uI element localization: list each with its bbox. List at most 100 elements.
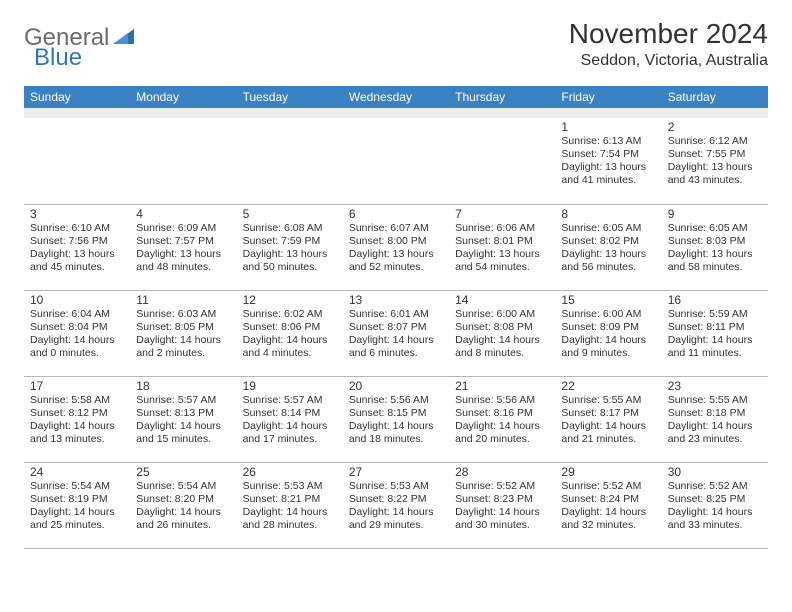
calendar-day-cell: 6Sunrise: 6:07 AMSunset: 8:00 PMDaylight… bbox=[343, 204, 449, 290]
daylight-line: Daylight: 13 hours and 54 minutes. bbox=[455, 248, 549, 274]
sunset-line: Sunset: 8:15 PM bbox=[349, 407, 443, 420]
dow-thursday: Thursday bbox=[449, 86, 555, 108]
day-number: 27 bbox=[349, 465, 443, 479]
sunset-line: Sunset: 8:17 PM bbox=[561, 407, 655, 420]
sunrise-line: Sunrise: 6:09 AM bbox=[136, 222, 230, 235]
daylight-line: Daylight: 14 hours and 33 minutes. bbox=[668, 506, 762, 532]
day-number: 19 bbox=[243, 379, 337, 393]
calendar-day-cell: 3Sunrise: 6:10 AMSunset: 7:56 PMDaylight… bbox=[24, 204, 130, 290]
calendar-empty-cell bbox=[24, 118, 130, 204]
day-number: 16 bbox=[668, 293, 762, 307]
sunrise-line: Sunrise: 6:07 AM bbox=[349, 222, 443, 235]
calendar-day-cell: 4Sunrise: 6:09 AMSunset: 7:57 PMDaylight… bbox=[130, 204, 236, 290]
day-number: 13 bbox=[349, 293, 443, 307]
calendar-empty-cell bbox=[343, 118, 449, 204]
day-number: 7 bbox=[455, 207, 549, 221]
day-number: 5 bbox=[243, 207, 337, 221]
calendar-day-cell: 23Sunrise: 5:55 AMSunset: 8:18 PMDayligh… bbox=[662, 376, 768, 462]
sunset-line: Sunset: 8:01 PM bbox=[455, 235, 549, 248]
calendar-day-cell: 17Sunrise: 5:58 AMSunset: 8:12 PMDayligh… bbox=[24, 376, 130, 462]
sunset-line: Sunset: 8:20 PM bbox=[136, 493, 230, 506]
daylight-line: Daylight: 14 hours and 9 minutes. bbox=[561, 334, 655, 360]
day-number: 18 bbox=[136, 379, 230, 393]
daylight-line: Daylight: 14 hours and 13 minutes. bbox=[30, 420, 124, 446]
calendar-day-cell: 1Sunrise: 6:13 AMSunset: 7:54 PMDaylight… bbox=[555, 118, 661, 204]
sunset-line: Sunset: 7:57 PM bbox=[136, 235, 230, 248]
sunrise-line: Sunrise: 6:02 AM bbox=[243, 308, 337, 321]
day-number: 23 bbox=[668, 379, 762, 393]
daylight-line: Daylight: 14 hours and 20 minutes. bbox=[455, 420, 549, 446]
sunset-line: Sunset: 8:25 PM bbox=[668, 493, 762, 506]
calendar-day-cell: 9Sunrise: 6:05 AMSunset: 8:03 PMDaylight… bbox=[662, 204, 768, 290]
calendar-day-cell: 27Sunrise: 5:53 AMSunset: 8:22 PMDayligh… bbox=[343, 462, 449, 548]
day-number: 21 bbox=[455, 379, 549, 393]
calendar-week-row: 10Sunrise: 6:04 AMSunset: 8:04 PMDayligh… bbox=[24, 290, 768, 376]
sunrise-line: Sunrise: 5:54 AM bbox=[136, 480, 230, 493]
sunrise-line: Sunrise: 5:52 AM bbox=[668, 480, 762, 493]
sunset-line: Sunset: 8:07 PM bbox=[349, 321, 443, 334]
daylight-line: Daylight: 14 hours and 15 minutes. bbox=[136, 420, 230, 446]
sunset-line: Sunset: 8:13 PM bbox=[136, 407, 230, 420]
sunset-line: Sunset: 8:03 PM bbox=[668, 235, 762, 248]
sunrise-line: Sunrise: 6:08 AM bbox=[243, 222, 337, 235]
daylight-line: Daylight: 14 hours and 17 minutes. bbox=[243, 420, 337, 446]
daylight-line: Daylight: 14 hours and 2 minutes. bbox=[136, 334, 230, 360]
daylight-line: Daylight: 13 hours and 48 minutes. bbox=[136, 248, 230, 274]
calendar-day-cell: 25Sunrise: 5:54 AMSunset: 8:20 PMDayligh… bbox=[130, 462, 236, 548]
sunset-line: Sunset: 8:02 PM bbox=[561, 235, 655, 248]
calendar-empty-cell bbox=[449, 118, 555, 204]
sunset-line: Sunset: 7:56 PM bbox=[30, 235, 124, 248]
sunset-line: Sunset: 8:08 PM bbox=[455, 321, 549, 334]
calendar-day-cell: 29Sunrise: 5:52 AMSunset: 8:24 PMDayligh… bbox=[555, 462, 661, 548]
calendar-day-cell: 7Sunrise: 6:06 AMSunset: 8:01 PMDaylight… bbox=[449, 204, 555, 290]
daylight-line: Daylight: 14 hours and 21 minutes. bbox=[561, 420, 655, 446]
calendar-week-row: 1Sunrise: 6:13 AMSunset: 7:54 PMDaylight… bbox=[24, 118, 768, 204]
sunrise-line: Sunrise: 5:53 AM bbox=[349, 480, 443, 493]
day-number: 3 bbox=[30, 207, 124, 221]
calendar-day-cell: 13Sunrise: 6:01 AMSunset: 8:07 PMDayligh… bbox=[343, 290, 449, 376]
sunset-line: Sunset: 8:09 PM bbox=[561, 321, 655, 334]
day-number: 24 bbox=[30, 465, 124, 479]
sunrise-line: Sunrise: 6:00 AM bbox=[455, 308, 549, 321]
sunset-line: Sunset: 8:14 PM bbox=[243, 407, 337, 420]
day-number: 1 bbox=[561, 120, 655, 134]
calendar-empty-cell bbox=[237, 118, 343, 204]
sunrise-line: Sunrise: 6:12 AM bbox=[668, 135, 762, 148]
daylight-line: Daylight: 13 hours and 58 minutes. bbox=[668, 248, 762, 274]
calendar-day-cell: 21Sunrise: 5:56 AMSunset: 8:16 PMDayligh… bbox=[449, 376, 555, 462]
sunrise-line: Sunrise: 6:06 AM bbox=[455, 222, 549, 235]
sunrise-line: Sunrise: 6:01 AM bbox=[349, 308, 443, 321]
day-number: 17 bbox=[30, 379, 124, 393]
sunset-line: Sunset: 7:54 PM bbox=[561, 148, 655, 161]
sunrise-line: Sunrise: 6:05 AM bbox=[561, 222, 655, 235]
calendar-day-cell: 12Sunrise: 6:02 AMSunset: 8:06 PMDayligh… bbox=[237, 290, 343, 376]
day-number: 20 bbox=[349, 379, 443, 393]
daylight-line: Daylight: 14 hours and 28 minutes. bbox=[243, 506, 337, 532]
sunset-line: Sunset: 8:05 PM bbox=[136, 321, 230, 334]
day-number: 22 bbox=[561, 379, 655, 393]
day-number: 8 bbox=[561, 207, 655, 221]
daylight-line: Daylight: 14 hours and 32 minutes. bbox=[561, 506, 655, 532]
sunrise-line: Sunrise: 5:54 AM bbox=[30, 480, 124, 493]
calendar-day-cell: 22Sunrise: 5:55 AMSunset: 8:17 PMDayligh… bbox=[555, 376, 661, 462]
calendar-day-cell: 5Sunrise: 6:08 AMSunset: 7:59 PMDaylight… bbox=[237, 204, 343, 290]
sunrise-line: Sunrise: 6:05 AM bbox=[668, 222, 762, 235]
logo-text-blue: Blue bbox=[34, 44, 82, 72]
daylight-line: Daylight: 14 hours and 4 minutes. bbox=[243, 334, 337, 360]
sunset-line: Sunset: 8:24 PM bbox=[561, 493, 655, 506]
title-block: November 2024 Seddon, Victoria, Australi… bbox=[569, 18, 768, 70]
daylight-line: Daylight: 14 hours and 29 minutes. bbox=[349, 506, 443, 532]
day-number: 12 bbox=[243, 293, 337, 307]
dow-friday: Friday bbox=[555, 86, 661, 108]
sunrise-line: Sunrise: 5:52 AM bbox=[561, 480, 655, 493]
logo-triangle-icon bbox=[113, 24, 135, 52]
calendar-table: Sunday Monday Tuesday Wednesday Thursday… bbox=[24, 86, 768, 549]
sunrise-line: Sunrise: 5:55 AM bbox=[561, 394, 655, 407]
sunset-line: Sunset: 7:59 PM bbox=[243, 235, 337, 248]
sunset-line: Sunset: 8:18 PM bbox=[668, 407, 762, 420]
daylight-line: Daylight: 14 hours and 8 minutes. bbox=[455, 334, 549, 360]
sunrise-line: Sunrise: 6:04 AM bbox=[30, 308, 124, 321]
dow-monday: Monday bbox=[130, 86, 236, 108]
sunset-line: Sunset: 8:11 PM bbox=[668, 321, 762, 334]
calendar-day-cell: 14Sunrise: 6:00 AMSunset: 8:08 PMDayligh… bbox=[449, 290, 555, 376]
